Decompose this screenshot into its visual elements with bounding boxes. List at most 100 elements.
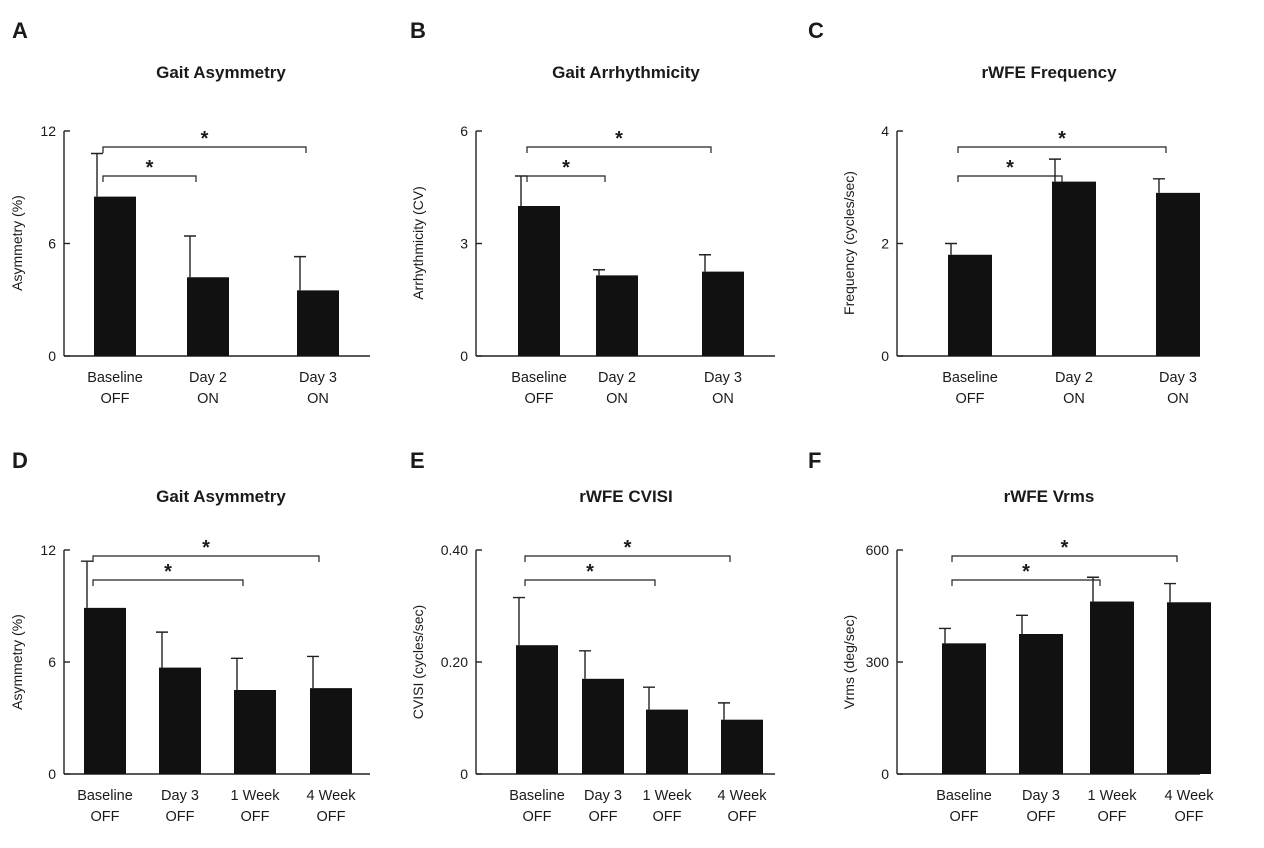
- y-tick-label: 4: [881, 123, 889, 139]
- error-bar: [593, 269, 605, 276]
- y-tick-label: 0: [460, 348, 468, 364]
- significance-bracket: [526, 175, 606, 182]
- significance-star: *: [1061, 537, 1069, 559]
- x-tick-label: Day 3: [584, 788, 622, 804]
- y-tick-label: 0: [48, 766, 56, 782]
- panel-letter: D: [12, 448, 28, 473]
- error-bar: [939, 627, 951, 644]
- x-tick-label: 4 Week: [307, 788, 357, 804]
- x-tick-label-sub: OFF: [525, 391, 554, 407]
- significance-bracket: [526, 146, 712, 153]
- significance-star: *: [202, 537, 210, 559]
- panel-letter: B: [410, 18, 426, 43]
- significance-bracket: [951, 579, 1101, 586]
- y-axis-label: Asymmetry (%): [9, 614, 25, 710]
- significance-star: *: [1058, 128, 1066, 150]
- significance-bracket: [102, 175, 197, 182]
- y-tick-label: 12: [40, 123, 56, 139]
- bar: [582, 678, 624, 774]
- bar: [84, 607, 126, 774]
- error-bar: [1164, 582, 1176, 603]
- significance-star: *: [615, 128, 623, 150]
- significance-bracket: [92, 555, 320, 562]
- y-axis-label: Asymmetry (%): [9, 195, 25, 291]
- x-tick-label-sub: OFF: [1175, 809, 1204, 825]
- y-tick-label: 0: [881, 766, 889, 782]
- x-tick-label: Baseline: [87, 370, 143, 386]
- chart-title: Gait Arrhythmicity: [552, 63, 700, 82]
- x-tick-label: Baseline: [77, 788, 133, 804]
- y-tick-label: 600: [866, 542, 890, 558]
- x-tick-label: 1 Week: [643, 788, 693, 804]
- error-bar: [156, 631, 168, 668]
- y-axis-label: Vrms (deg/sec): [841, 615, 857, 709]
- x-tick-label-sub: OFF: [523, 809, 552, 825]
- significance-bracket: [957, 175, 1063, 182]
- error-bar: [1153, 178, 1165, 193]
- x-tick-label-sub: ON: [712, 391, 734, 407]
- chart-title: rWFE Vrms: [1004, 487, 1095, 506]
- bar: [518, 206, 560, 356]
- bar: [1156, 192, 1200, 356]
- significance-bracket: [524, 555, 731, 562]
- error-bar: [184, 235, 196, 278]
- bar: [721, 719, 763, 774]
- x-tick-label-sub: OFF: [91, 809, 120, 825]
- chart-title: rWFE CVISI: [579, 487, 673, 506]
- bar: [1167, 602, 1211, 774]
- y-tick-label: 0: [881, 348, 889, 364]
- error-bar: [294, 255, 306, 291]
- error-bar: [699, 254, 711, 272]
- bar: [234, 690, 276, 774]
- significance-star: *: [562, 157, 570, 179]
- x-tick-label: Day 2: [598, 370, 636, 386]
- bar: [702, 271, 744, 356]
- panel-letter: E: [410, 448, 425, 473]
- x-tick-label-sub: ON: [1167, 391, 1189, 407]
- x-tick-label-sub: OFF: [956, 391, 985, 407]
- error-bar: [307, 655, 319, 689]
- y-axis-label: Arrhythmicity (CV): [410, 186, 426, 300]
- significance-bracket: [92, 579, 244, 586]
- x-tick-label: 1 Week: [231, 788, 281, 804]
- x-tick-label-sub: OFF: [728, 809, 757, 825]
- x-tick-label-sub: OFF: [317, 809, 346, 825]
- x-tick-label: Baseline: [511, 370, 567, 386]
- x-tick-label-sub: OFF: [589, 809, 618, 825]
- bar: [1019, 634, 1063, 774]
- significance-star: *: [624, 537, 632, 559]
- x-tick-label-sub: ON: [197, 391, 219, 407]
- x-tick-label: Baseline: [509, 788, 565, 804]
- x-tick-label-sub: ON: [1063, 391, 1085, 407]
- bar: [187, 277, 229, 356]
- error-bar: [81, 560, 93, 608]
- y-tick-label: 0.20: [441, 654, 468, 670]
- y-tick-label: 0: [48, 348, 56, 364]
- y-axis-label: CVISI (cycles/sec): [410, 605, 426, 719]
- chart-title: Gait Asymmetry: [156, 487, 286, 506]
- x-tick-label: Baseline: [942, 370, 998, 386]
- x-tick-label: Day 3: [161, 788, 199, 804]
- panel-letter: A: [12, 18, 28, 43]
- error-bar: [579, 650, 591, 679]
- significance-bracket: [102, 146, 307, 153]
- x-tick-label-sub: ON: [307, 391, 329, 407]
- panel-letter: C: [808, 18, 824, 43]
- x-tick-label-sub: OFF: [101, 391, 130, 407]
- bar: [1052, 181, 1096, 356]
- panel-b: B Gait Arrhythmicity Arrhythmicity (CV) 0 3 6…: [410, 18, 775, 407]
- error-bar: [513, 596, 525, 646]
- y-tick-label: 0: [460, 766, 468, 782]
- significance-bracket: [957, 146, 1167, 153]
- panel-a: A Gait Asymmetry Asymmetry (%) 0 6 12 Baseline…: [9, 18, 370, 407]
- panel-letter: F: [808, 448, 821, 473]
- x-tick-label: 1 Week: [1088, 788, 1138, 804]
- bar: [948, 254, 992, 356]
- bar: [646, 709, 688, 774]
- x-tick-label: Day 3: [704, 370, 742, 386]
- x-tick-label-sub: OFF: [653, 809, 682, 825]
- significance-star: *: [1022, 561, 1030, 583]
